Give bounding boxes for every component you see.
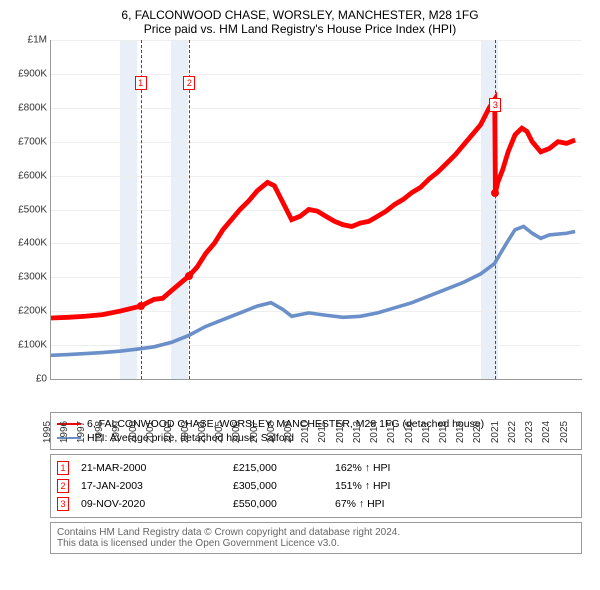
x-tick-label: 1997 xyxy=(76,421,92,443)
x-tick-label: 2024 xyxy=(541,421,557,443)
x-tick-label: 2004 xyxy=(197,421,213,443)
chart-container: 6, FALCONWOOD CHASE, WORSLEY, MANCHESTER… xyxy=(0,0,600,590)
x-tick-label: 2018 xyxy=(438,421,454,443)
transaction-idx: 1 xyxy=(57,461,69,475)
y-tick-label: £700K xyxy=(18,136,47,147)
x-tick-label: 2007 xyxy=(249,421,265,443)
y-tick-label: £400K xyxy=(18,238,47,249)
x-tick-label: 2023 xyxy=(524,421,540,443)
x-tick-label: 2025 xyxy=(559,421,575,443)
plot-region: £0£100K£200K£300K£400K£500K£600K£700K£80… xyxy=(50,40,582,380)
transaction-marker-2: 2 xyxy=(183,76,195,90)
x-axis: 1995199619971998199920002001200220032004… xyxy=(50,410,582,440)
x-tick-label: 2012 xyxy=(335,421,351,443)
x-tick-label: 2011 xyxy=(317,421,333,443)
x-tick-label: 2022 xyxy=(507,421,523,443)
transaction-idx: 2 xyxy=(57,479,69,493)
transaction-row: 3 09-NOV-2020 £550,000 67% ↑ HPI xyxy=(57,495,575,513)
transaction-pct: 67% ↑ HPI xyxy=(335,498,575,510)
transaction-price: £215,000 xyxy=(233,462,323,474)
footer-line1: Contains HM Land Registry data © Crown c… xyxy=(57,527,575,538)
transaction-date: 09-NOV-2020 xyxy=(81,498,221,510)
x-tick-label: 2005 xyxy=(214,421,230,443)
transaction-date: 21-MAR-2000 xyxy=(81,462,221,474)
transaction-dot-2 xyxy=(185,272,193,280)
x-tick-label: 2016 xyxy=(404,421,420,443)
transaction-row: 2 17-JAN-2003 £305,000 151% ↑ HPI xyxy=(57,477,575,495)
series-line xyxy=(51,226,575,355)
y-tick-label: £900K xyxy=(18,68,47,79)
transactions-table: 1 21-MAR-2000 £215,000 162% ↑ HPI 2 17-JAN-20… xyxy=(50,454,582,518)
series-line xyxy=(51,99,575,318)
footer-line2: This data is licensed under the Open Gov… xyxy=(57,538,575,549)
x-tick-label: 1996 xyxy=(59,421,75,443)
transaction-dot-3 xyxy=(491,189,499,197)
transaction-idx: 3 xyxy=(57,497,69,511)
transaction-pct: 151% ↑ HPI xyxy=(335,480,575,492)
x-tick-label: 2006 xyxy=(231,421,247,443)
footer-attribution: Contains HM Land Registry data © Crown c… xyxy=(50,522,582,554)
y-tick-label: £300K xyxy=(18,272,47,283)
x-tick-label: 2008 xyxy=(266,421,282,443)
x-tick-label: 2013 xyxy=(352,421,368,443)
chart-area: £0£100K£200K£300K£400K£500K£600K£700K£80… xyxy=(50,40,582,410)
x-tick-label: 2014 xyxy=(369,421,385,443)
x-tick-label: 2015 xyxy=(386,421,402,443)
chart-title: 6, FALCONWOOD CHASE, WORSLEY, MANCHESTER… xyxy=(12,8,588,22)
x-tick-label: 2009 xyxy=(283,421,299,443)
chart-subtitle: Price paid vs. HM Land Registry's House … xyxy=(12,22,588,36)
y-tick-label: £0 xyxy=(36,374,47,385)
x-tick-label: 2019 xyxy=(455,421,471,443)
y-tick-label: £1M xyxy=(28,35,47,46)
transaction-marker-3: 3 xyxy=(489,98,501,112)
x-tick-label: 1995 xyxy=(42,421,58,443)
x-tick-label: 2017 xyxy=(421,421,437,443)
y-tick-label: £800K xyxy=(18,102,47,113)
x-tick-label: 1999 xyxy=(111,421,127,443)
x-tick-label: 2000 xyxy=(128,421,144,443)
x-tick-label: 1998 xyxy=(94,421,110,443)
x-tick-label: 2001 xyxy=(145,421,161,443)
y-tick-label: £600K xyxy=(18,170,47,181)
x-tick-label: 2021 xyxy=(490,421,506,443)
y-tick-label: £100K xyxy=(18,340,47,351)
line-svg xyxy=(51,40,582,379)
transaction-price: £305,000 xyxy=(233,480,323,492)
transaction-dot-1 xyxy=(137,302,145,310)
transaction-date: 17-JAN-2003 xyxy=(81,480,221,492)
y-tick-label: £200K xyxy=(18,306,47,317)
transaction-price: £550,000 xyxy=(233,498,323,510)
transaction-marker-1: 1 xyxy=(135,76,147,90)
transaction-pct: 162% ↑ HPI xyxy=(335,462,575,474)
x-tick-label: 2002 xyxy=(163,421,179,443)
x-tick-label: 2020 xyxy=(472,421,488,443)
y-tick-label: £500K xyxy=(18,204,47,215)
transaction-row: 1 21-MAR-2000 £215,000 162% ↑ HPI xyxy=(57,459,575,477)
x-tick-label: 2010 xyxy=(300,421,316,443)
x-tick-label: 2003 xyxy=(180,421,196,443)
